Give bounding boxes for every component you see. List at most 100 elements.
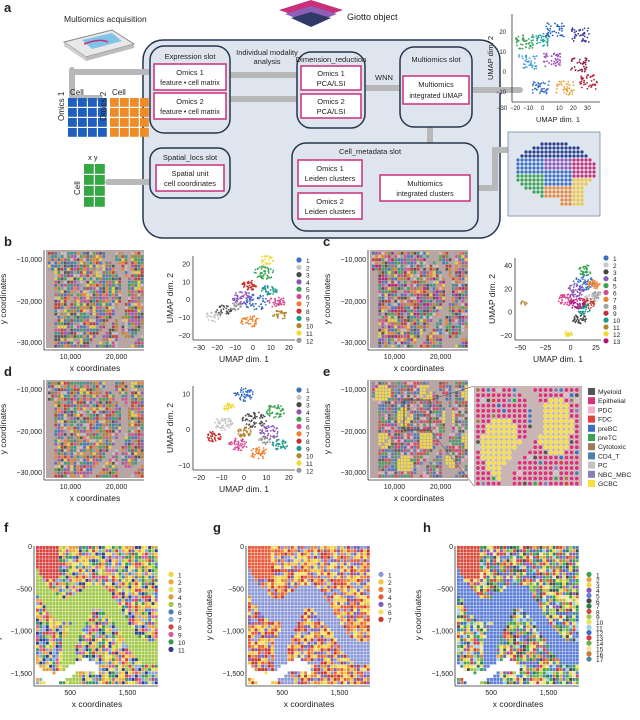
umap-point [554,57,557,60]
tissue-spot [458,410,461,414]
tissue-spot [420,423,423,427]
tissue-spot [83,264,86,268]
tissue-spot [413,332,417,335]
tissue-spot [381,319,385,322]
tissue-spot [57,280,61,284]
umap-point [590,84,593,87]
tissue-spot [92,407,96,411]
tissue-spot [439,344,442,348]
umap-point [249,300,251,303]
umap-point [563,25,565,27]
tissue-spot [416,290,420,293]
tissue-spot [381,398,385,401]
umap-point [537,36,540,38]
tissue-spot [429,268,433,271]
tissue-spot [80,394,83,398]
tissue-spot [80,300,83,303]
tissue-spot [384,296,388,300]
tissue-spot [80,452,83,455]
tissue-spot [112,271,115,274]
wnn-label: WNN [375,73,393,82]
tissue-spot [105,426,109,430]
umap-point [271,315,274,317]
tissue-spot [137,423,141,427]
tissue-spot [73,404,77,407]
umap-point [264,272,267,275]
umap-point [284,311,287,314]
tissue-spot [86,433,89,436]
umap-point [571,27,574,30]
tissue-spot [394,407,397,411]
umap-point [252,411,255,414]
multiomics-umap-line2: integrated UMAP [409,93,463,100]
tissue-spot [381,328,385,332]
tissue-spot [54,338,57,341]
tissue-spot [112,338,115,341]
tissue-spot [54,439,57,443]
cell-label-3: Cell [73,181,82,195]
umap-point [522,67,525,69]
umap-point [254,271,257,274]
umap-point [207,439,210,441]
tissue-spot [115,410,118,414]
umap-point [246,390,249,392]
umap-point [263,422,266,425]
tissue-spot [378,398,381,401]
tissue-spot [381,274,385,277]
umap-point [567,331,570,334]
umap-point [558,27,561,30]
tissue-spot [83,455,86,459]
tissue-spot [423,255,426,258]
tissue-spot [140,277,144,281]
tissue-spot [89,385,93,388]
tissue-spot [124,398,128,401]
brain-spot [580,194,584,198]
tissue-spot [108,410,112,414]
umap-point [217,313,220,316]
umap-point [252,455,254,458]
tissue-spot [115,258,118,261]
umap-point [599,291,602,294]
tissue-spot [89,439,93,443]
x-tick: 0 [242,475,246,482]
tissue-spot [394,293,397,297]
tissue-spot [429,303,433,306]
tissue-spot [57,344,61,348]
tissue-spot [102,277,105,281]
umap-point [531,91,534,94]
brain-spot [568,174,572,178]
tissue-spot [464,309,468,313]
tissue-spot [439,319,442,322]
tissue-spot [83,287,86,290]
xy-label: x y [88,153,98,162]
tissue-spot [60,255,64,258]
tissue-spot [140,268,144,271]
umap-point [265,263,268,266]
x-tick: 0 [569,345,573,352]
umap-point [535,67,538,70]
tissue-spot [108,344,112,348]
tissue-spot [131,391,134,395]
tissue-spot [378,306,381,309]
tissue-spot [388,401,391,404]
umap-point [262,275,264,278]
tissue-spot [76,394,80,398]
tissue-spot [131,268,134,271]
brain-spot [576,198,580,202]
tissue-spot [137,300,141,303]
tissue-spot [137,407,141,411]
tissue-spot [420,420,423,423]
tissue-spot [54,255,57,258]
tissue-spot [416,433,420,436]
tissue-spot [118,277,121,281]
tissue-spot [429,290,433,293]
tissue-spot [67,458,70,462]
umap-point [283,315,286,317]
tissue-spot [128,423,131,427]
y-tick: −20,000 [341,299,367,306]
umap-point [580,276,583,279]
legend-swatch [296,279,302,285]
umap-point [255,307,258,310]
tissue-spot [140,436,144,439]
umap-point [578,267,581,270]
